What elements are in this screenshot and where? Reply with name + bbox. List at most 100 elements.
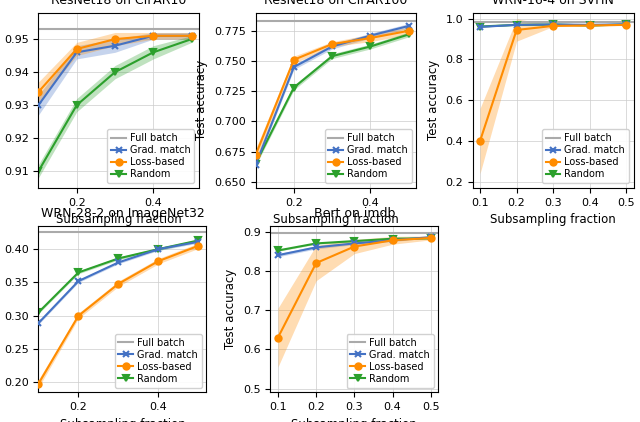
X-axis label: Subsampling fraction: Subsampling fraction — [60, 418, 186, 422]
Grad. match — [290, 65, 298, 70]
Loss-based — [252, 153, 259, 158]
Grad. match — [586, 22, 593, 27]
Grad. match — [195, 239, 202, 244]
Grad. match — [73, 50, 81, 55]
Line: Loss-based: Loss-based — [35, 32, 195, 95]
Grad. match — [274, 253, 282, 258]
Loss-based — [427, 235, 435, 241]
Loss-based — [73, 46, 81, 51]
Loss-based — [35, 381, 42, 386]
Random — [188, 37, 195, 42]
Line: Grad. match: Grad. match — [252, 23, 412, 168]
Line: Grad. match: Grad. match — [477, 21, 629, 30]
Random — [35, 310, 42, 315]
Random — [427, 236, 435, 241]
X-axis label: Subsampling fraction: Subsampling fraction — [291, 418, 417, 422]
Loss-based — [586, 23, 593, 28]
Line: Loss-based: Loss-based — [477, 22, 629, 144]
Random — [367, 44, 374, 49]
Grad. match — [388, 238, 396, 243]
Grad. match — [427, 235, 435, 240]
Title: WRN-16-4 on SVHN: WRN-16-4 on SVHN — [492, 0, 614, 7]
Random — [476, 24, 484, 29]
Title: ResNet18 on CIFAR100: ResNet18 on CIFAR100 — [264, 0, 408, 7]
Random — [150, 50, 157, 55]
Line: Grad. match: Grad. match — [35, 239, 202, 326]
Grad. match — [35, 103, 42, 108]
Random — [252, 161, 259, 166]
Grad. match — [150, 33, 157, 38]
Loss-based — [367, 35, 374, 41]
Legend: Full batch, Grad. match, Loss-based, Random: Full batch, Grad. match, Loss-based, Ran… — [346, 334, 433, 387]
Y-axis label: Test accuracy: Test accuracy — [195, 60, 209, 141]
Loss-based — [35, 89, 42, 95]
Line: Loss-based: Loss-based — [275, 235, 434, 341]
Title: ResNet18 on CIFAR10: ResNet18 on CIFAR10 — [51, 0, 186, 7]
Legend: Full batch, Grad. match, Loss-based, Random: Full batch, Grad. match, Loss-based, Ran… — [541, 129, 628, 183]
Random — [388, 236, 396, 241]
Grad. match — [549, 22, 557, 27]
Line: Random: Random — [35, 237, 202, 316]
Loss-based — [623, 22, 630, 27]
Random — [73, 103, 81, 108]
Loss-based — [111, 37, 119, 42]
X-axis label: Subsampling fraction: Subsampling fraction — [273, 213, 399, 226]
Title: Bert on imdb: Bert on imdb — [314, 208, 395, 220]
Loss-based — [476, 138, 484, 143]
Random — [623, 22, 630, 27]
Grad. match — [623, 22, 630, 27]
Grad. match — [476, 24, 484, 30]
Grad. match — [111, 43, 119, 48]
Legend: Full batch, Grad. match, Loss-based, Random: Full batch, Grad. match, Loss-based, Ran… — [115, 334, 202, 387]
Grad. match — [312, 245, 320, 250]
Loss-based — [115, 281, 122, 286]
Random — [75, 270, 83, 275]
Line: Grad. match: Grad. match — [35, 32, 195, 108]
Grad. match — [75, 279, 83, 284]
Random — [290, 85, 298, 90]
Loss-based — [195, 243, 202, 248]
Grad. match — [351, 241, 358, 246]
Grad. match — [252, 162, 259, 168]
Loss-based — [150, 33, 157, 38]
Grad. match — [115, 260, 122, 265]
Loss-based — [155, 259, 163, 264]
Loss-based — [388, 238, 396, 243]
Loss-based — [188, 33, 195, 38]
Random — [155, 246, 163, 252]
Random — [513, 22, 520, 27]
Y-axis label: Test accuracy: Test accuracy — [224, 269, 237, 349]
Y-axis label: Test accuracy: Test accuracy — [427, 60, 440, 141]
X-axis label: Subsampling fraction: Subsampling fraction — [56, 213, 182, 226]
Line: Loss-based: Loss-based — [252, 28, 412, 158]
Title: WRN-28-2 on ImageNet32: WRN-28-2 on ImageNet32 — [40, 208, 204, 220]
Random — [195, 238, 202, 243]
Random — [111, 70, 119, 75]
Grad. match — [513, 22, 520, 27]
Line: Random: Random — [275, 235, 434, 254]
Loss-based — [513, 27, 520, 32]
Random — [586, 23, 593, 28]
Grad. match — [367, 33, 374, 38]
Line: Random: Random — [35, 36, 195, 174]
Line: Random: Random — [477, 22, 629, 30]
Line: Grad. match: Grad. match — [275, 234, 434, 258]
Grad. match — [328, 44, 336, 49]
Random — [351, 238, 358, 243]
Random — [312, 241, 320, 246]
Grad. match — [405, 23, 413, 28]
Loss-based — [290, 57, 298, 62]
Loss-based — [328, 41, 336, 46]
Random — [549, 22, 557, 27]
Line: Loss-based: Loss-based — [35, 243, 202, 387]
Random — [115, 256, 122, 261]
Loss-based — [405, 28, 413, 33]
Line: Random: Random — [252, 31, 412, 167]
Legend: Full batch, Grad. match, Loss-based, Random: Full batch, Grad. match, Loss-based, Ran… — [324, 129, 412, 183]
Grad. match — [155, 246, 163, 252]
Loss-based — [274, 335, 282, 340]
X-axis label: Subsampling fraction: Subsampling fraction — [490, 213, 616, 226]
Random — [405, 32, 413, 37]
Random — [274, 248, 282, 253]
Loss-based — [549, 23, 557, 28]
